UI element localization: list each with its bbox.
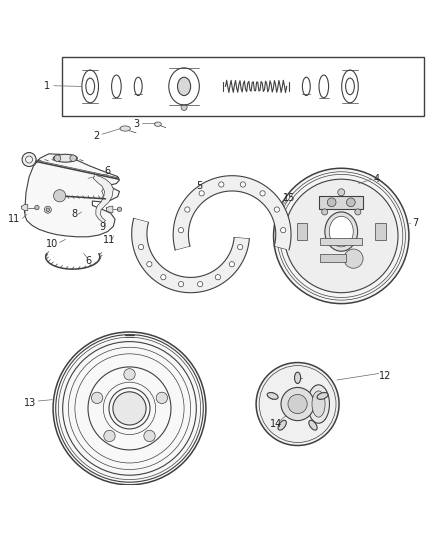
Text: 7: 7 (412, 218, 419, 228)
Ellipse shape (309, 421, 317, 430)
Circle shape (274, 168, 409, 304)
Bar (320, 238, 362, 245)
Circle shape (113, 392, 146, 425)
Text: 6: 6 (105, 166, 111, 176)
Polygon shape (93, 176, 113, 223)
Circle shape (281, 228, 286, 233)
Text: 9: 9 (99, 222, 105, 232)
Circle shape (44, 206, 51, 213)
Circle shape (124, 369, 135, 380)
Circle shape (185, 207, 190, 212)
Text: 4: 4 (374, 174, 380, 184)
Circle shape (281, 387, 314, 421)
Circle shape (104, 430, 115, 442)
Circle shape (355, 209, 361, 215)
Circle shape (215, 274, 221, 280)
Circle shape (256, 362, 339, 446)
Circle shape (344, 249, 363, 268)
Bar (62, 57, 424, 116)
Bar (320, 254, 346, 262)
Circle shape (46, 208, 49, 212)
Bar (319, 196, 363, 209)
Text: 5: 5 (196, 181, 202, 191)
Circle shape (260, 191, 265, 196)
Ellipse shape (307, 385, 329, 423)
Circle shape (161, 274, 166, 280)
Ellipse shape (267, 392, 278, 399)
Circle shape (138, 245, 144, 249)
Ellipse shape (120, 126, 131, 131)
Polygon shape (25, 154, 120, 237)
Circle shape (321, 209, 328, 215)
Circle shape (117, 207, 122, 212)
Polygon shape (21, 205, 28, 211)
Text: 14: 14 (270, 419, 282, 429)
Text: 8: 8 (71, 209, 77, 219)
Circle shape (237, 245, 243, 249)
Text: 11: 11 (103, 235, 115, 245)
Circle shape (147, 262, 152, 267)
Text: 2: 2 (94, 131, 100, 141)
Circle shape (22, 152, 36, 166)
Circle shape (346, 198, 355, 207)
Polygon shape (132, 219, 249, 293)
Bar (297, 223, 307, 240)
Ellipse shape (278, 421, 286, 430)
Circle shape (92, 392, 103, 403)
Text: 11: 11 (8, 214, 20, 224)
Text: 1: 1 (43, 80, 49, 91)
Circle shape (181, 104, 187, 110)
Text: 13: 13 (24, 398, 36, 408)
Ellipse shape (317, 392, 328, 399)
Ellipse shape (154, 122, 161, 126)
Circle shape (240, 182, 246, 187)
Circle shape (35, 205, 39, 210)
Circle shape (288, 394, 307, 414)
Polygon shape (106, 206, 113, 212)
Ellipse shape (325, 212, 357, 251)
Ellipse shape (53, 154, 78, 162)
Bar (375, 223, 386, 240)
Text: 15: 15 (283, 192, 295, 203)
Text: 12: 12 (379, 370, 391, 381)
Circle shape (327, 198, 336, 207)
Circle shape (199, 191, 204, 196)
Ellipse shape (54, 155, 61, 161)
Circle shape (53, 332, 206, 485)
Ellipse shape (70, 155, 77, 161)
Circle shape (178, 228, 184, 233)
Text: 10: 10 (46, 239, 58, 249)
Circle shape (219, 182, 224, 187)
Circle shape (274, 207, 279, 212)
Circle shape (338, 189, 345, 196)
Circle shape (198, 281, 203, 287)
Text: 6: 6 (85, 256, 91, 266)
Circle shape (53, 190, 66, 202)
Circle shape (229, 262, 234, 267)
Ellipse shape (294, 372, 300, 384)
Circle shape (178, 281, 184, 287)
Ellipse shape (329, 216, 353, 247)
Ellipse shape (312, 391, 325, 417)
Text: 3: 3 (133, 119, 139, 129)
Circle shape (144, 430, 155, 442)
Circle shape (156, 392, 168, 403)
Ellipse shape (177, 77, 191, 95)
Polygon shape (173, 176, 291, 250)
Circle shape (285, 179, 398, 293)
